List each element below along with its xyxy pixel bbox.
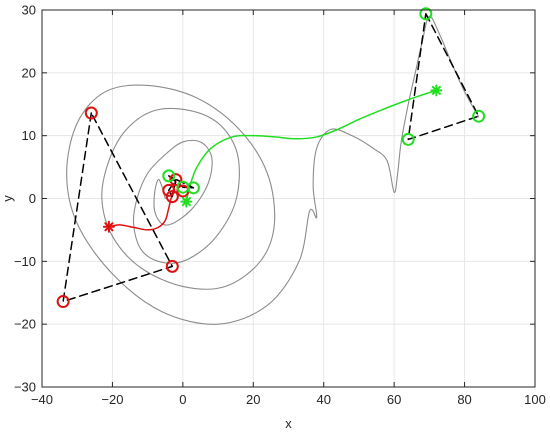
- y-tick-label: 0: [29, 191, 36, 206]
- red-circle-marker: [84, 106, 98, 120]
- x-tick-label: 60: [387, 392, 401, 407]
- y-tick-label: 30: [22, 3, 36, 18]
- y-tick-label: 10: [22, 128, 36, 143]
- polygon-left-line: [62, 112, 174, 303]
- x-tick-label: 40: [316, 392, 330, 407]
- y-axis-label: y: [0, 195, 15, 202]
- green-circle-marker: [186, 181, 200, 195]
- tick-group: −40 −20 0 20 40 60 80 100 −30 −20 −10 0 10 20 30: [14, 3, 546, 408]
- red-circle-marker: [56, 295, 70, 309]
- green-circle-marker: [401, 132, 415, 146]
- polygon-right-line: [407, 13, 480, 141]
- orbit-line: [66, 15, 480, 325]
- red-circle-marker: [169, 173, 183, 187]
- red-circle-marker: [162, 183, 176, 197]
- green-circle-marker: [419, 7, 433, 21]
- red-star-marker: [102, 220, 115, 233]
- green-star-marker: [180, 195, 193, 208]
- x-axis-label: x: [285, 416, 292, 431]
- red-path-line: [108, 181, 177, 231]
- green-circle-marker: [472, 109, 486, 123]
- y-tick-label: −20: [14, 317, 36, 332]
- red-circle-marker: [165, 259, 179, 273]
- y-tick-label: 20: [22, 65, 36, 80]
- x-tick-label: −40: [31, 392, 53, 407]
- red-circle-marker: [165, 190, 179, 204]
- x-tick-label: −20: [101, 392, 123, 407]
- green-path-line: [185, 89, 438, 203]
- y-tick-label: −10: [14, 254, 36, 269]
- green-star-marker: [430, 84, 443, 97]
- x-tick-label: 20: [246, 392, 260, 407]
- x-tick-label: 0: [179, 392, 186, 407]
- x-tick-label: 80: [457, 392, 471, 407]
- y-tick-label: −30: [14, 380, 36, 395]
- x-tick-label: 100: [524, 392, 546, 407]
- marker-group: [56, 7, 486, 309]
- green-circle-marker: [162, 169, 176, 183]
